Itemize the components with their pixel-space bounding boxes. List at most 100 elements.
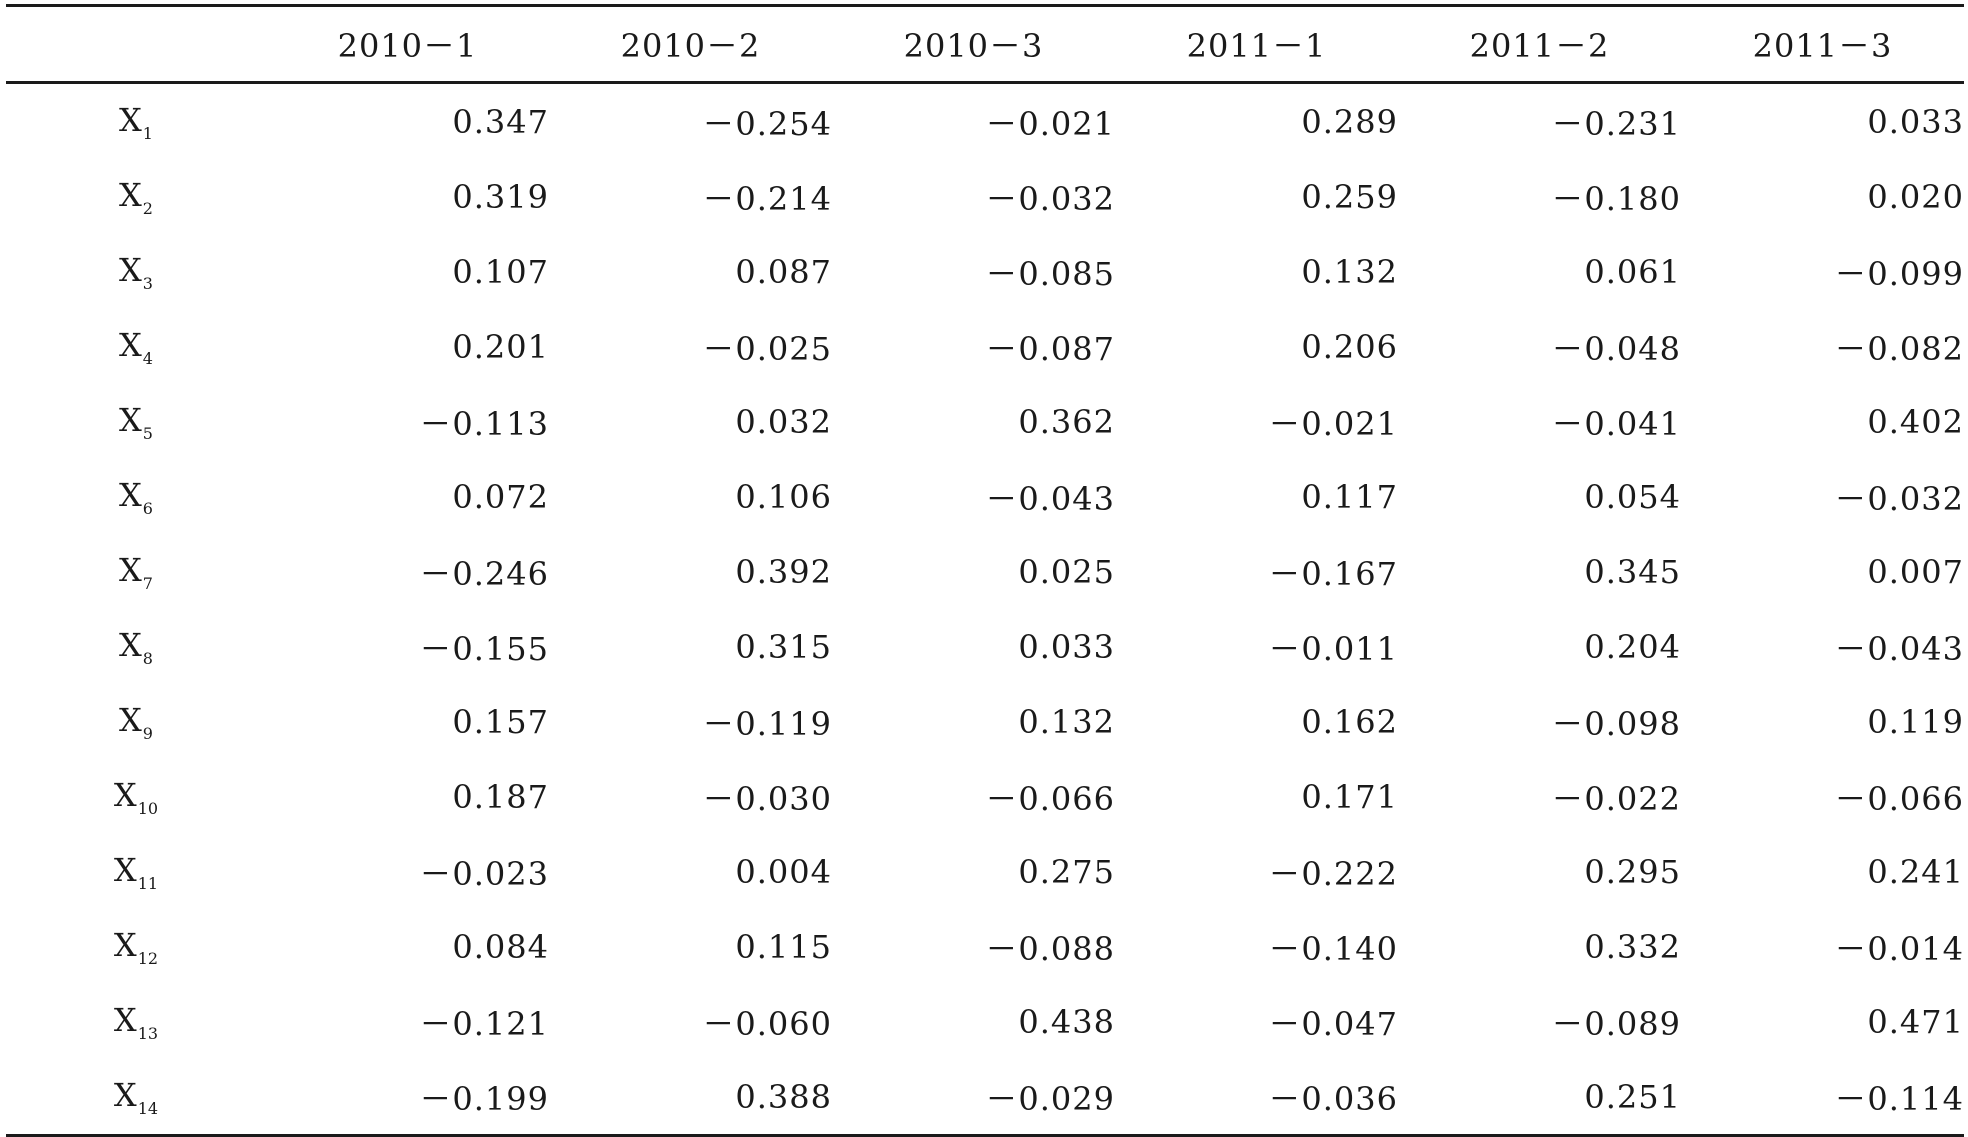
column-header: 2010－3: [832, 6, 1115, 83]
table-cell: 0.054: [1584, 477, 1681, 516]
table-cell: －0.155: [419, 629, 549, 668]
table-row: X1 0.347 －0.254 －0.021 0.289 －0.231 0.033: [6, 83, 1964, 160]
table-cell: －0.043: [1834, 629, 1964, 668]
table-row: X7 －0.246 0.392 0.025 －0.167 0.345 0.007: [6, 534, 1964, 609]
column-header-label: 2010－1: [337, 27, 478, 65]
row-variable-label: X4: [6, 309, 266, 384]
table-cell: －0.043: [985, 479, 1115, 518]
column-header-label: 2010－2: [620, 27, 761, 65]
row-variable-label: X10: [6, 759, 266, 834]
table-cell: －0.011: [1268, 629, 1398, 668]
table-cell: 0.084: [452, 927, 549, 966]
header-stub-cell: [6, 6, 266, 83]
table-cell: 0.347: [452, 102, 549, 141]
table-cell: －0.048: [1551, 329, 1681, 368]
table-cell: 0.171: [1301, 777, 1398, 816]
table-cell: 0.201: [452, 327, 549, 366]
table-body: X1 0.347 －0.254 －0.021 0.289 －0.231 0.033 X2 0.3…: [6, 83, 1964, 1136]
variable-symbol: X: [119, 700, 142, 739]
table-cell: 0.438: [1018, 1002, 1115, 1041]
table-cell: －0.119: [702, 704, 832, 743]
column-header-label: 2010－3: [903, 27, 1044, 65]
table-cell: －0.082: [1834, 329, 1964, 368]
table-cell: 0.032: [735, 402, 832, 441]
variable-subscript: 8: [142, 648, 153, 668]
variable-subscript: 1: [142, 123, 153, 143]
table-cell: －0.025: [702, 329, 832, 368]
table-row: X10 0.187 －0.030 －0.066 0.171 －0.022 －0.066: [6, 759, 1964, 834]
row-variable-label: X6: [6, 459, 266, 534]
table-cell: 0.402: [1867, 402, 1964, 441]
table-cell: 0.033: [1018, 627, 1115, 666]
variable-subscript: 6: [142, 498, 153, 518]
table-cell: 0.004: [735, 852, 832, 891]
table-cell: 0.392: [735, 552, 832, 591]
column-header: 2011－1: [1115, 6, 1398, 83]
variable-subscript: 12: [137, 948, 159, 968]
table-row: X13 －0.121 －0.060 0.438 －0.047 －0.089 0.471: [6, 984, 1964, 1059]
table-cell: 0.007: [1867, 552, 1964, 591]
table-cell: －0.113: [419, 404, 549, 443]
table-cell: 0.072: [452, 477, 549, 516]
table-cell: －0.089: [1551, 1004, 1681, 1043]
table-cell: 0.025: [1018, 552, 1115, 591]
table-cell: －0.114: [1834, 1079, 1964, 1118]
table-cell: －0.032: [1834, 479, 1964, 518]
row-variable-label: X13: [6, 984, 266, 1059]
table-cell: 0.251: [1584, 1077, 1681, 1116]
table-cell: 0.241: [1867, 852, 1964, 891]
table-cell: 0.117: [1301, 477, 1398, 516]
column-header-label: 2011－1: [1186, 27, 1327, 65]
table-row: X4 0.201 －0.025 －0.087 0.206 －0.048 －0.082: [6, 309, 1964, 384]
table-cell: －0.047: [1268, 1004, 1398, 1043]
table-row: X5 －0.113 0.032 0.362 －0.021 －0.041 0.402: [6, 384, 1964, 459]
coefficient-table: 2010－1 2010－2 2010－3 2011－1 2011－2 2011－…: [6, 4, 1964, 1137]
table-row: X11 －0.023 0.004 0.275 －0.222 0.295 0.241: [6, 834, 1964, 909]
variable-subscript: 4: [142, 348, 153, 368]
row-variable-label: X14: [6, 1059, 266, 1136]
variable-subscript: 3: [142, 273, 153, 293]
table-row: X2 0.319 －0.214 －0.032 0.259 －0.180 0.020: [6, 159, 1964, 234]
table-row: X12 0.084 0.115 －0.088 －0.140 0.332 －0.014: [6, 909, 1964, 984]
table-cell: 0.295: [1584, 852, 1681, 891]
variable-symbol: X: [119, 100, 142, 139]
table-row: X6 0.072 0.106 －0.043 0.117 0.054 －0.032: [6, 459, 1964, 534]
header-row: 2010－1 2010－2 2010－3 2011－1 2011－2 2011－…: [6, 5, 1964, 83]
variable-subscript: 2: [142, 198, 153, 218]
table-cell: －0.041: [1551, 404, 1681, 443]
table-cell: 0.204: [1584, 627, 1681, 666]
table-row: X9 0.157 －0.119 0.132 0.162 －0.098 0.119: [6, 684, 1964, 759]
table-row: X8 －0.155 0.315 0.033 －0.011 0.204 －0.043: [6, 609, 1964, 684]
column-header-label: 2011－3: [1752, 27, 1893, 65]
table-cell: 0.061: [1584, 252, 1681, 291]
table-cell: －0.222: [1268, 854, 1398, 893]
table-cell: －0.099: [1834, 254, 1964, 293]
variable-symbol: X: [119, 475, 142, 514]
variable-subscript: 7: [142, 573, 153, 593]
row-variable-label: X8: [6, 609, 266, 684]
table-cell: －0.254: [702, 104, 832, 143]
variable-symbol: X: [113, 925, 137, 964]
table-cell: 0.119: [1867, 702, 1964, 741]
table-cell: 0.020: [1867, 177, 1964, 216]
table-cell: －0.021: [985, 104, 1115, 143]
table-cell: 0.259: [1301, 177, 1398, 216]
table-cell: 0.187: [452, 777, 549, 816]
table-cell: 0.132: [1018, 702, 1115, 741]
table-cell: 0.471: [1867, 1002, 1964, 1041]
table-cell: 0.345: [1584, 552, 1681, 591]
row-variable-label: X5: [6, 384, 266, 459]
table-cell: －0.029: [985, 1079, 1115, 1118]
table-cell: 0.087: [735, 252, 832, 291]
table-row: X14 －0.199 0.388 －0.029 －0.036 0.251 －0.114: [6, 1059, 1964, 1136]
table-cell: 0.315: [735, 627, 832, 666]
column-header: 2011－3: [1681, 6, 1964, 83]
table-cell: －0.121: [419, 1004, 549, 1043]
table-cell: 0.289: [1301, 102, 1398, 141]
table-cell: －0.231: [1551, 104, 1681, 143]
table-cell: －0.036: [1268, 1079, 1398, 1118]
variable-subscript: 9: [142, 723, 153, 743]
row-variable-label: X11: [6, 834, 266, 909]
variable-symbol: X: [119, 400, 142, 439]
table-cell: －0.167: [1268, 554, 1398, 593]
